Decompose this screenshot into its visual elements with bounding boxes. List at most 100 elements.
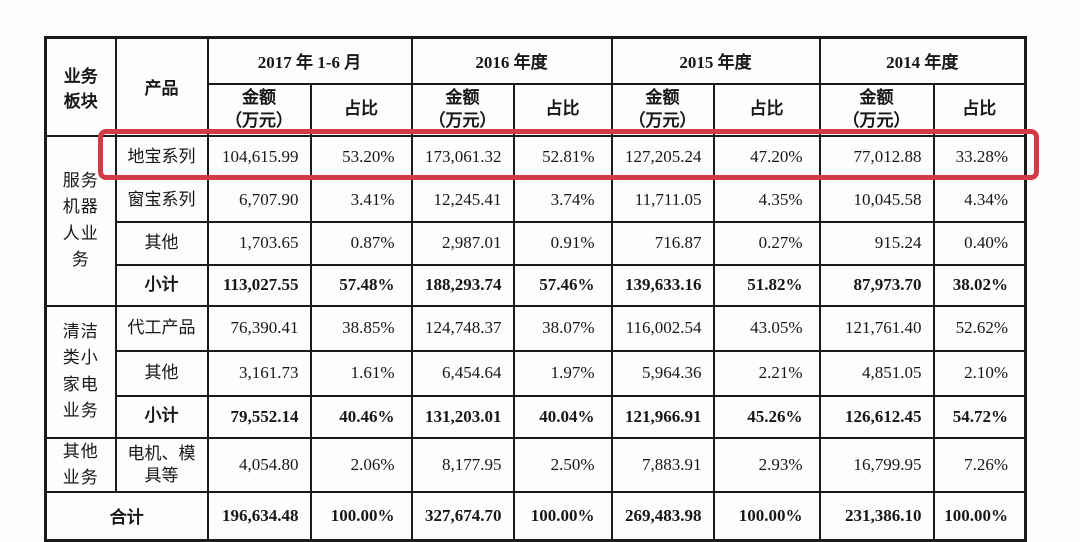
header-ratio: 占比 (712, 82, 821, 137)
header-amount: 金额 （万元） (610, 82, 715, 137)
amount-cell: 131,203.01 (410, 394, 515, 439)
amount-cell: 8,177.95 (410, 436, 515, 494)
amount-cell: 87,973.70 (818, 263, 935, 307)
header-period-2015: 2015 年度 (610, 36, 821, 85)
header-ratio: 占比 (932, 82, 1027, 137)
total-amount-cell: 269,483.98 (610, 491, 715, 542)
table: 业务 板块 产品 2017 年 1-6 月 2016 年度 2015 年度 20… (44, 36, 1028, 542)
ratio-cell: 38.85% (309, 304, 413, 352)
amount-cell: 12,245.41 (410, 177, 515, 223)
table-row-other-appliance: 其他 3,161.73 1.61% 6,454.64 1.97% 5,964.3… (46, 349, 1027, 397)
ratio-cell: 0.91% (512, 220, 613, 266)
amount-cell: 173,061.32 (410, 134, 515, 180)
amount-cell: 6,707.90 (206, 177, 312, 223)
header-amount: 金额 （万元） (818, 82, 935, 137)
ratio-cell: 40.46% (309, 394, 413, 439)
ratio-cell: 51.82% (712, 263, 821, 307)
product-cell: 电机、模 具等 (114, 436, 209, 494)
header-ratio: 占比 (309, 82, 413, 137)
ratio-cell: 0.87% (309, 220, 413, 266)
ratio-cell: 3.74% (512, 177, 613, 223)
ratio-cell: 0.27% (712, 220, 821, 266)
ratio-cell: 43.05% (712, 304, 821, 352)
ratio-cell: 4.35% (712, 177, 821, 223)
header-period-2017h1: 2017 年 1-6 月 (206, 36, 413, 85)
ratio-cell: 0.40% (932, 220, 1027, 266)
amount-cell: 127,205.24 (610, 134, 715, 180)
ratio-cell: 7.26% (932, 436, 1027, 494)
table-row-dibao: 服务 机器 人业 务 地宝系列 104,615.99 53.20% 173,06… (44, 134, 1027, 307)
ratio-cell: 53.20% (309, 134, 413, 180)
ratio-cell: 1.61% (309, 349, 413, 397)
total-ratio-cell: 100.00% (932, 491, 1027, 542)
table-row-oem: 清洁 类小 家电 业务 代工产品 76,390.41 38.85% 124,74… (44, 304, 1027, 439)
total-amount-cell: 327,674.70 (410, 491, 515, 542)
product-cell: 地宝系列 (114, 134, 209, 180)
amount-cell: 124,748.37 (410, 304, 515, 352)
amount-cell: 16,799.95 (818, 436, 935, 494)
ratio-cell: 1.97% (512, 349, 613, 397)
header-amount: 金额 （万元） (206, 82, 312, 137)
ratio-cell: 45.26% (712, 394, 821, 439)
product-cell: 代工产品 (114, 304, 209, 352)
subtotal-label: 小计 (114, 394, 209, 439)
amount-cell: 7,883.91 (610, 436, 715, 494)
ratio-cell: 57.46% (512, 263, 613, 307)
segment-label-service-robot: 服务 机器 人业 务 (44, 134, 117, 307)
ratio-cell: 40.04% (512, 394, 613, 439)
amount-cell: 4,851.05 (818, 349, 935, 397)
header-row-periods: 业务 板块 产品 2017 年 1-6 月 2016 年度 2015 年度 20… (44, 36, 1027, 137)
total-ratio-cell: 100.00% (309, 491, 413, 542)
amount-cell: 79,552.14 (206, 394, 312, 439)
amount-cell: 4,054.80 (206, 436, 312, 494)
header-business-segment: 业务 板块 (44, 36, 117, 137)
amount-cell: 139,633.16 (610, 263, 715, 307)
product-cell: 窗宝系列 (114, 177, 209, 223)
amount-cell: 915.24 (818, 220, 935, 266)
ratio-cell: 2.50% (512, 436, 613, 494)
ratio-cell: 2.93% (712, 436, 821, 494)
header-product: 产品 (114, 36, 209, 137)
amount-cell: 121,966.91 (610, 394, 715, 439)
table-row-other-robot: 其他 1,703.65 0.87% 2,987.01 0.91% 716.87 … (46, 220, 1027, 266)
amount-cell: 113,027.55 (206, 263, 312, 307)
ratio-cell: 33.28% (932, 134, 1027, 180)
table-row-chuangbao: 窗宝系列 6,707.90 3.41% 12,245.41 3.74% 11,7… (46, 177, 1027, 223)
amount-cell: 1,703.65 (206, 220, 312, 266)
ratio-cell: 47.20% (712, 134, 821, 180)
header-amount: 金额 （万元） (410, 82, 515, 137)
amount-cell: 5,964.36 (610, 349, 715, 397)
amount-cell: 77,012.88 (818, 134, 935, 180)
ratio-cell: 52.81% (512, 134, 613, 180)
ratio-cell: 4.34% (932, 177, 1027, 223)
table-row-subtotal-robot: 小计 113,027.55 57.48% 188,293.74 57.46% 1… (46, 263, 1027, 307)
amount-cell: 188,293.74 (410, 263, 515, 307)
total-ratio-cell: 100.00% (712, 491, 821, 542)
total-amount-cell: 196,634.48 (206, 491, 312, 542)
amount-cell: 126,612.45 (818, 394, 935, 439)
ratio-cell: 52.62% (932, 304, 1027, 352)
header-period-2014: 2014 年度 (818, 36, 1027, 85)
ratio-cell: 3.41% (309, 177, 413, 223)
ratio-cell: 2.06% (309, 436, 413, 494)
product-cell: 其他 (114, 220, 209, 266)
header-ratio: 占比 (512, 82, 613, 137)
header-period-2016: 2016 年度 (410, 36, 613, 85)
total-ratio-cell: 100.00% (512, 491, 613, 542)
ratio-cell: 2.10% (932, 349, 1027, 397)
table-row-total: 合计 196,634.48 100.00% 327,674.70 100.00%… (44, 491, 1027, 542)
total-label: 合计 (44, 491, 209, 542)
total-amount-cell: 231,386.10 (818, 491, 935, 542)
amount-cell: 6,454.64 (410, 349, 515, 397)
ratio-cell: 38.02% (932, 263, 1027, 307)
header-row-measures: 金额 （万元） 占比 金额 （万元） 占比 金额 （万元） 占比 金额 （万元）… (46, 82, 1027, 137)
amount-cell: 76,390.41 (206, 304, 312, 352)
amount-cell: 11,711.05 (610, 177, 715, 223)
amount-cell: 116,002.54 (610, 304, 715, 352)
amount-cell: 716.87 (610, 220, 715, 266)
product-cell: 其他 (114, 349, 209, 397)
segment-label-other-business: 其他 业务 (44, 436, 117, 494)
subtotal-label: 小计 (114, 263, 209, 307)
amount-cell: 104,615.99 (206, 134, 312, 180)
amount-cell: 2,987.01 (410, 220, 515, 266)
